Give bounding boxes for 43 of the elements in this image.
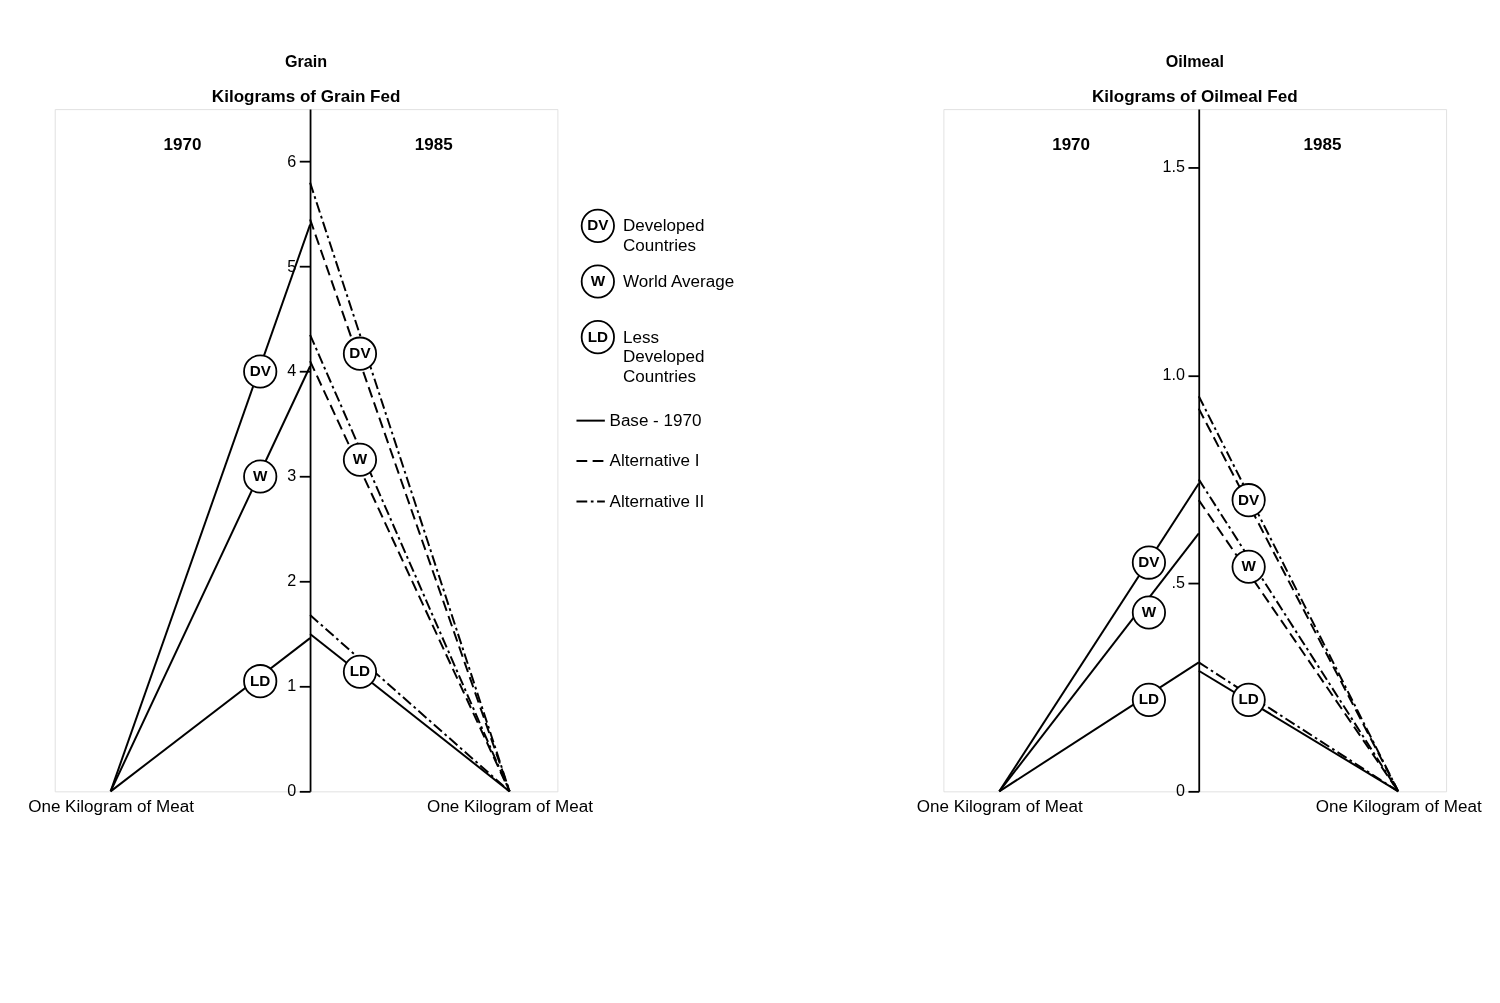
y-tick-label: 1.0 bbox=[1162, 365, 1185, 384]
annotation: 1970 bbox=[1052, 135, 1091, 155]
y-tick-label: 4 bbox=[287, 361, 297, 380]
legend-label: Alternative II bbox=[609, 491, 705, 511]
text: LD bbox=[587, 327, 609, 345]
annotation: W bbox=[253, 466, 269, 484]
annotation: LD bbox=[250, 671, 271, 689]
annotation: DV bbox=[1138, 553, 1161, 571]
annotation: 1985 bbox=[414, 135, 453, 155]
legend-label: Alternative I bbox=[609, 451, 700, 471]
chart-title: Grain bbox=[285, 51, 328, 70]
y-tick-label: 1 bbox=[287, 676, 297, 695]
y-tick-label: 1.5 bbox=[1162, 157, 1185, 176]
y-tick-label: 0 bbox=[287, 781, 297, 800]
x-tick-label: One Kilogram of Meat bbox=[28, 797, 195, 817]
x-tick-label: One Kilogram of Meat bbox=[1315, 797, 1482, 817]
annotation: W bbox=[352, 450, 368, 468]
chart-title: Oilmeal bbox=[1165, 51, 1224, 70]
y-tick-label: .5 bbox=[1171, 573, 1185, 592]
text: Developed Countries bbox=[622, 216, 705, 255]
annotation: DV bbox=[1238, 490, 1261, 508]
annotation: DV bbox=[349, 344, 372, 362]
legend-label: Base - 1970 bbox=[609, 411, 702, 431]
y-tick-label: 3 bbox=[287, 466, 297, 485]
text: Less Developed Countries bbox=[622, 327, 705, 387]
annotation: LD bbox=[1238, 690, 1259, 708]
annotation: LD bbox=[1138, 690, 1160, 708]
y-tick-label: 0 bbox=[1175, 781, 1185, 800]
annotation: 1970 bbox=[163, 135, 202, 155]
y-tick-label: 6 bbox=[287, 151, 297, 170]
text: DV bbox=[587, 216, 610, 234]
x-tick-label: One Kilogram of Meat bbox=[916, 797, 1083, 817]
x-tick-label: One Kilogram of Meat bbox=[427, 797, 594, 817]
annotation: DV bbox=[249, 362, 272, 380]
annotation: W bbox=[1141, 602, 1157, 620]
annotation: 1985 bbox=[1303, 135, 1342, 155]
y-axis-title: Kilograms of Grain Fed bbox=[211, 86, 401, 106]
y-axis-title: Kilograms of Oilmeal Fed bbox=[1092, 86, 1298, 106]
annotation: W bbox=[1241, 557, 1257, 575]
text: W bbox=[590, 271, 606, 289]
y-tick-label: 2 bbox=[287, 571, 297, 590]
text: World Average bbox=[622, 271, 735, 291]
annotation: LD bbox=[349, 662, 371, 680]
